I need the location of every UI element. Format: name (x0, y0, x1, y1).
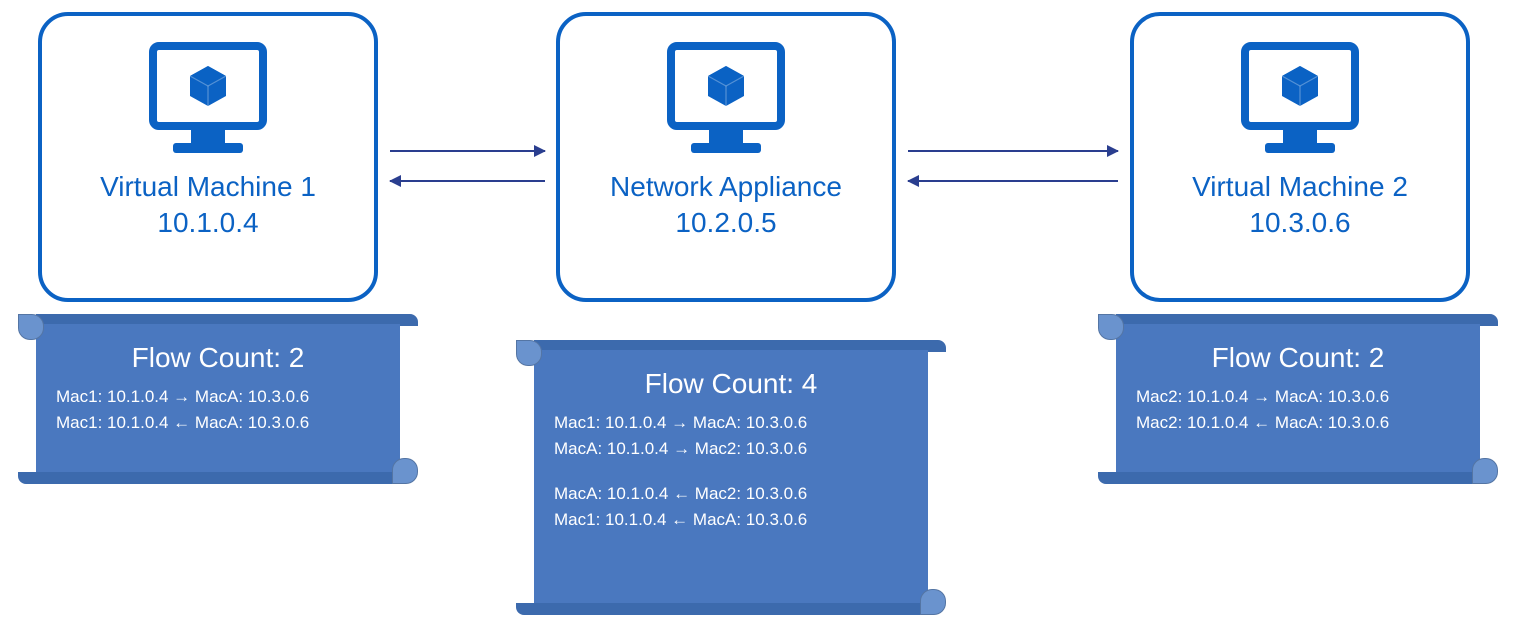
flow-line: Mac1: 10.1.0.4 → MacA: 10.3.0.6 (554, 410, 908, 436)
flow-line: MacA: 10.1.0.4 ← Mac2: 10.3.0.6 (554, 481, 908, 507)
vm-icon (661, 41, 791, 161)
node-ip: 10.1.0.4 (100, 205, 316, 241)
flow-line: Mac1: 10.1.0.4 ← MacA: 10.3.0.6 (56, 410, 380, 436)
scroll-roll-icon (1472, 458, 1498, 484)
scroll-edge (516, 603, 928, 615)
node-title: Virtual Machine 2 (1192, 169, 1408, 205)
scroll-edge (1098, 472, 1480, 484)
scroll-title: Flow Count: 2 (56, 342, 380, 374)
scroll-roll-icon (1098, 314, 1124, 340)
scroll-title: Flow Count: 2 (1136, 342, 1460, 374)
flow-line: Mac2: 10.1.0.4 ← MacA: 10.3.0.6 (1136, 410, 1460, 436)
scroll-roll-icon (920, 589, 946, 615)
arrow-vm1-appliance (390, 150, 545, 152)
scroll-edge (18, 472, 400, 484)
scroll-roll-icon (18, 314, 44, 340)
scroll-roll-icon (516, 340, 542, 366)
node-appliance: Network Appliance 10.2.0.5 (556, 12, 896, 302)
node-title: Network Appliance (610, 169, 842, 205)
vm-icon (1235, 41, 1365, 161)
scroll-body: Flow Count: 4 Mac1: 10.1.0.4 → MacA: 10.… (534, 350, 928, 605)
node-title: Virtual Machine 1 (100, 169, 316, 205)
scroll-scroll2: Flow Count: 4 Mac1: 10.1.0.4 → MacA: 10.… (516, 340, 946, 615)
flow-line: Mac1: 10.1.0.4 → MacA: 10.3.0.6 (56, 384, 380, 410)
scroll-scroll3: Flow Count: 2 Mac2: 10.1.0.4 → MacA: 10.… (1098, 314, 1498, 484)
monitor-cube-icon (143, 41, 273, 161)
scroll-roll-icon (392, 458, 418, 484)
scroll-scroll1: Flow Count: 2 Mac1: 10.1.0.4 → MacA: 10.… (18, 314, 418, 484)
flow-line: Mac1: 10.1.0.4 ← MacA: 10.3.0.6 (554, 507, 908, 533)
arrow-appliance-vm2 (908, 150, 1118, 152)
node-vm2: Virtual Machine 2 10.3.0.6 (1130, 12, 1470, 302)
monitor-cube-icon (1235, 41, 1365, 161)
flow-line: Mac2: 10.1.0.4 → MacA: 10.3.0.6 (1136, 384, 1460, 410)
node-ip: 10.3.0.6 (1192, 205, 1408, 241)
monitor-cube-icon (661, 41, 791, 161)
flow-line: MacA: 10.1.0.4 → Mac2: 10.3.0.6 (554, 436, 908, 462)
scroll-body: Flow Count: 2 Mac1: 10.1.0.4 → MacA: 10.… (36, 324, 400, 474)
scroll-body: Flow Count: 2 Mac2: 10.1.0.4 → MacA: 10.… (1116, 324, 1480, 474)
node-ip: 10.2.0.5 (610, 205, 842, 241)
flow-gap (554, 463, 908, 481)
arrow-appliance-vm1 (390, 180, 545, 182)
node-vm1: Virtual Machine 1 10.1.0.4 (38, 12, 378, 302)
arrow-vm2-appliance (908, 180, 1118, 182)
vm-icon (143, 41, 273, 161)
scroll-title: Flow Count: 4 (554, 368, 908, 400)
